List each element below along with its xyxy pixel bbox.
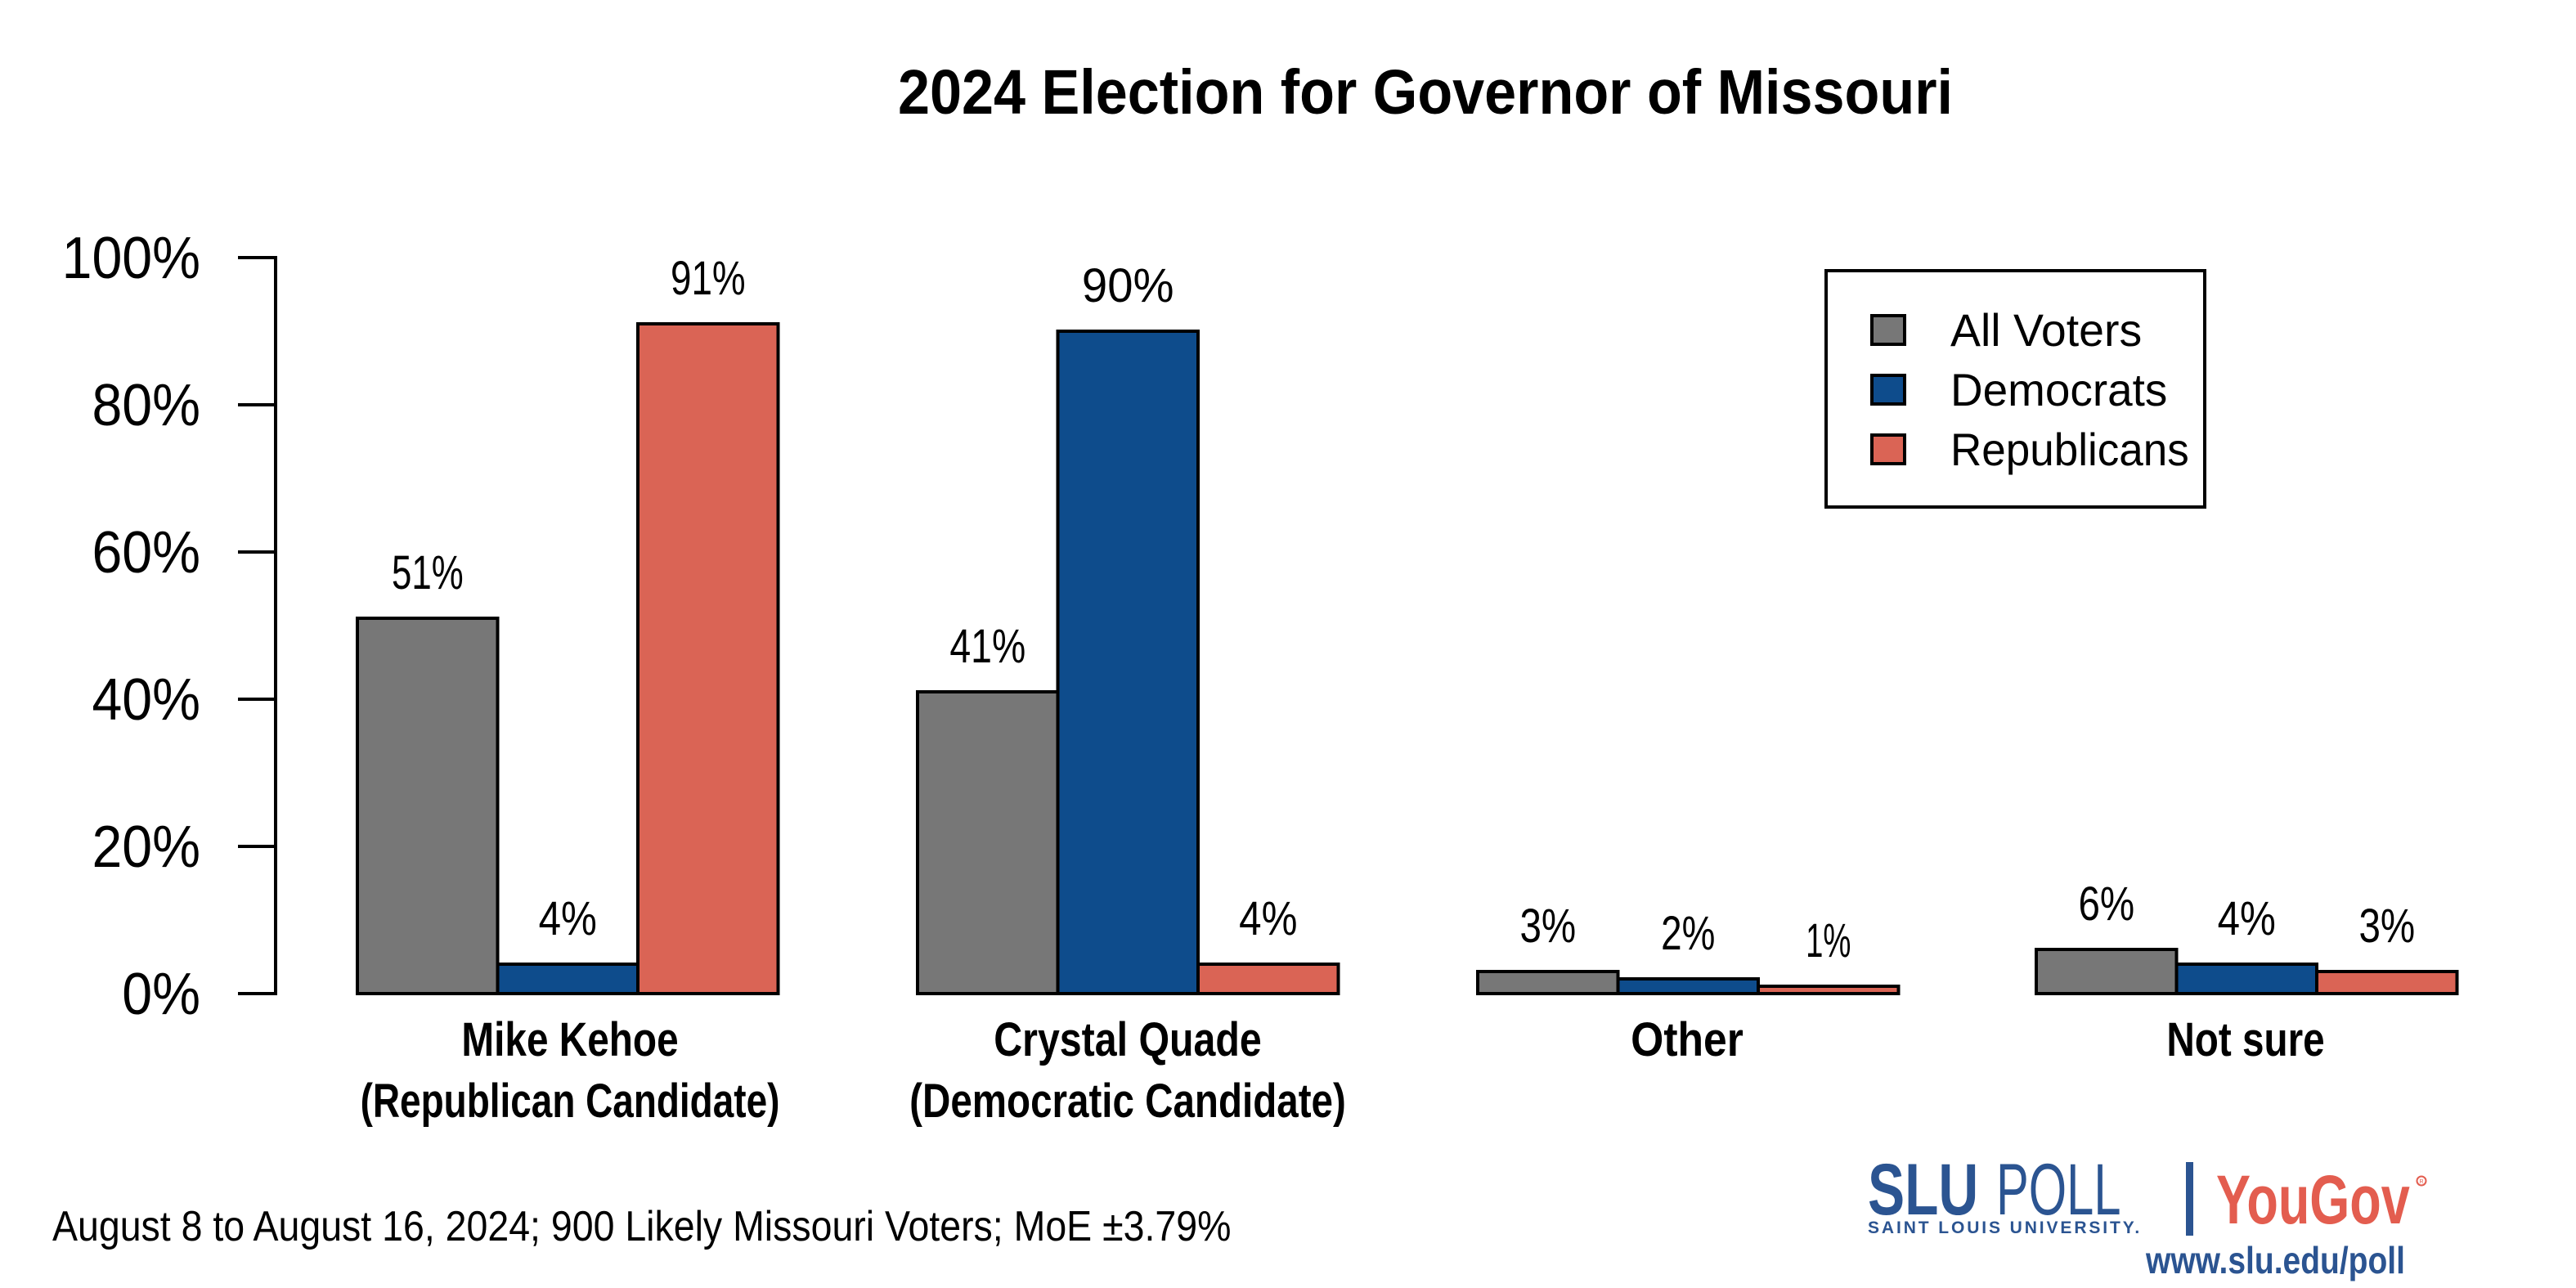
svg-text:51%: 51% bbox=[392, 545, 464, 599]
svg-text:100%: 100% bbox=[62, 224, 200, 290]
svg-text:(Democratic Candidate): (Democratic Candidate) bbox=[909, 1075, 1346, 1129]
svg-text:R: R bbox=[2419, 1179, 2423, 1185]
svg-text:91%: 91% bbox=[671, 253, 746, 305]
svg-text:0%: 0% bbox=[122, 960, 200, 1026]
svg-text:POLL: POLL bbox=[1996, 1149, 2120, 1231]
svg-text:40%: 40% bbox=[92, 666, 200, 732]
svg-text:3%: 3% bbox=[1519, 900, 1576, 954]
svg-text:Republicans: Republicans bbox=[1950, 424, 2189, 476]
svg-text:(Republican Candidate): (Republican Candidate) bbox=[361, 1075, 780, 1128]
svg-text:Democrats: Democrats bbox=[1950, 364, 2167, 415]
svg-text:4%: 4% bbox=[1239, 892, 1297, 945]
svg-text:Not sure: Not sure bbox=[2166, 1014, 2324, 1066]
svg-text:60%: 60% bbox=[92, 518, 200, 585]
svg-text:2024 Election for Governor of: 2024 Election for Governor of Missouri bbox=[898, 56, 1953, 128]
svg-text:YouGov: YouGov bbox=[2216, 1161, 2410, 1238]
svg-text:Mike Kehoe: Mike Kehoe bbox=[461, 1014, 678, 1066]
svg-text:Other: Other bbox=[1631, 1012, 1744, 1066]
svg-text:2%: 2% bbox=[1661, 908, 1715, 960]
svg-text:4%: 4% bbox=[539, 892, 597, 945]
svg-text:3%: 3% bbox=[2358, 900, 2415, 954]
svg-text:6%: 6% bbox=[2078, 878, 2134, 931]
svg-text:August 8 to August 16, 2024; 9: August 8 to August 16, 2024; 900 Likely … bbox=[52, 1203, 1231, 1250]
svg-text:20%: 20% bbox=[92, 813, 200, 879]
svg-text:All Voters: All Voters bbox=[1950, 305, 2142, 356]
svg-text:SAINT LOUIS UNIVERSITY.: SAINT LOUIS UNIVERSITY. bbox=[1868, 1218, 2142, 1237]
svg-text:4%: 4% bbox=[2218, 892, 2276, 945]
svg-text:41%: 41% bbox=[949, 620, 1025, 673]
svg-text:90%: 90% bbox=[1082, 259, 1174, 312]
svg-text:SLU: SLU bbox=[1868, 1148, 1978, 1230]
svg-text:Crystal Quade: Crystal Quade bbox=[994, 1014, 1261, 1066]
svg-text:1%: 1% bbox=[1806, 915, 1851, 967]
svg-text:www.slu.edu/poll: www.slu.edu/poll bbox=[2145, 1240, 2405, 1282]
svg-text:80%: 80% bbox=[92, 371, 200, 438]
